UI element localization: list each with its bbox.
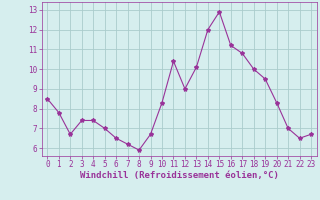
X-axis label: Windchill (Refroidissement éolien,°C): Windchill (Refroidissement éolien,°C) (80, 171, 279, 180)
